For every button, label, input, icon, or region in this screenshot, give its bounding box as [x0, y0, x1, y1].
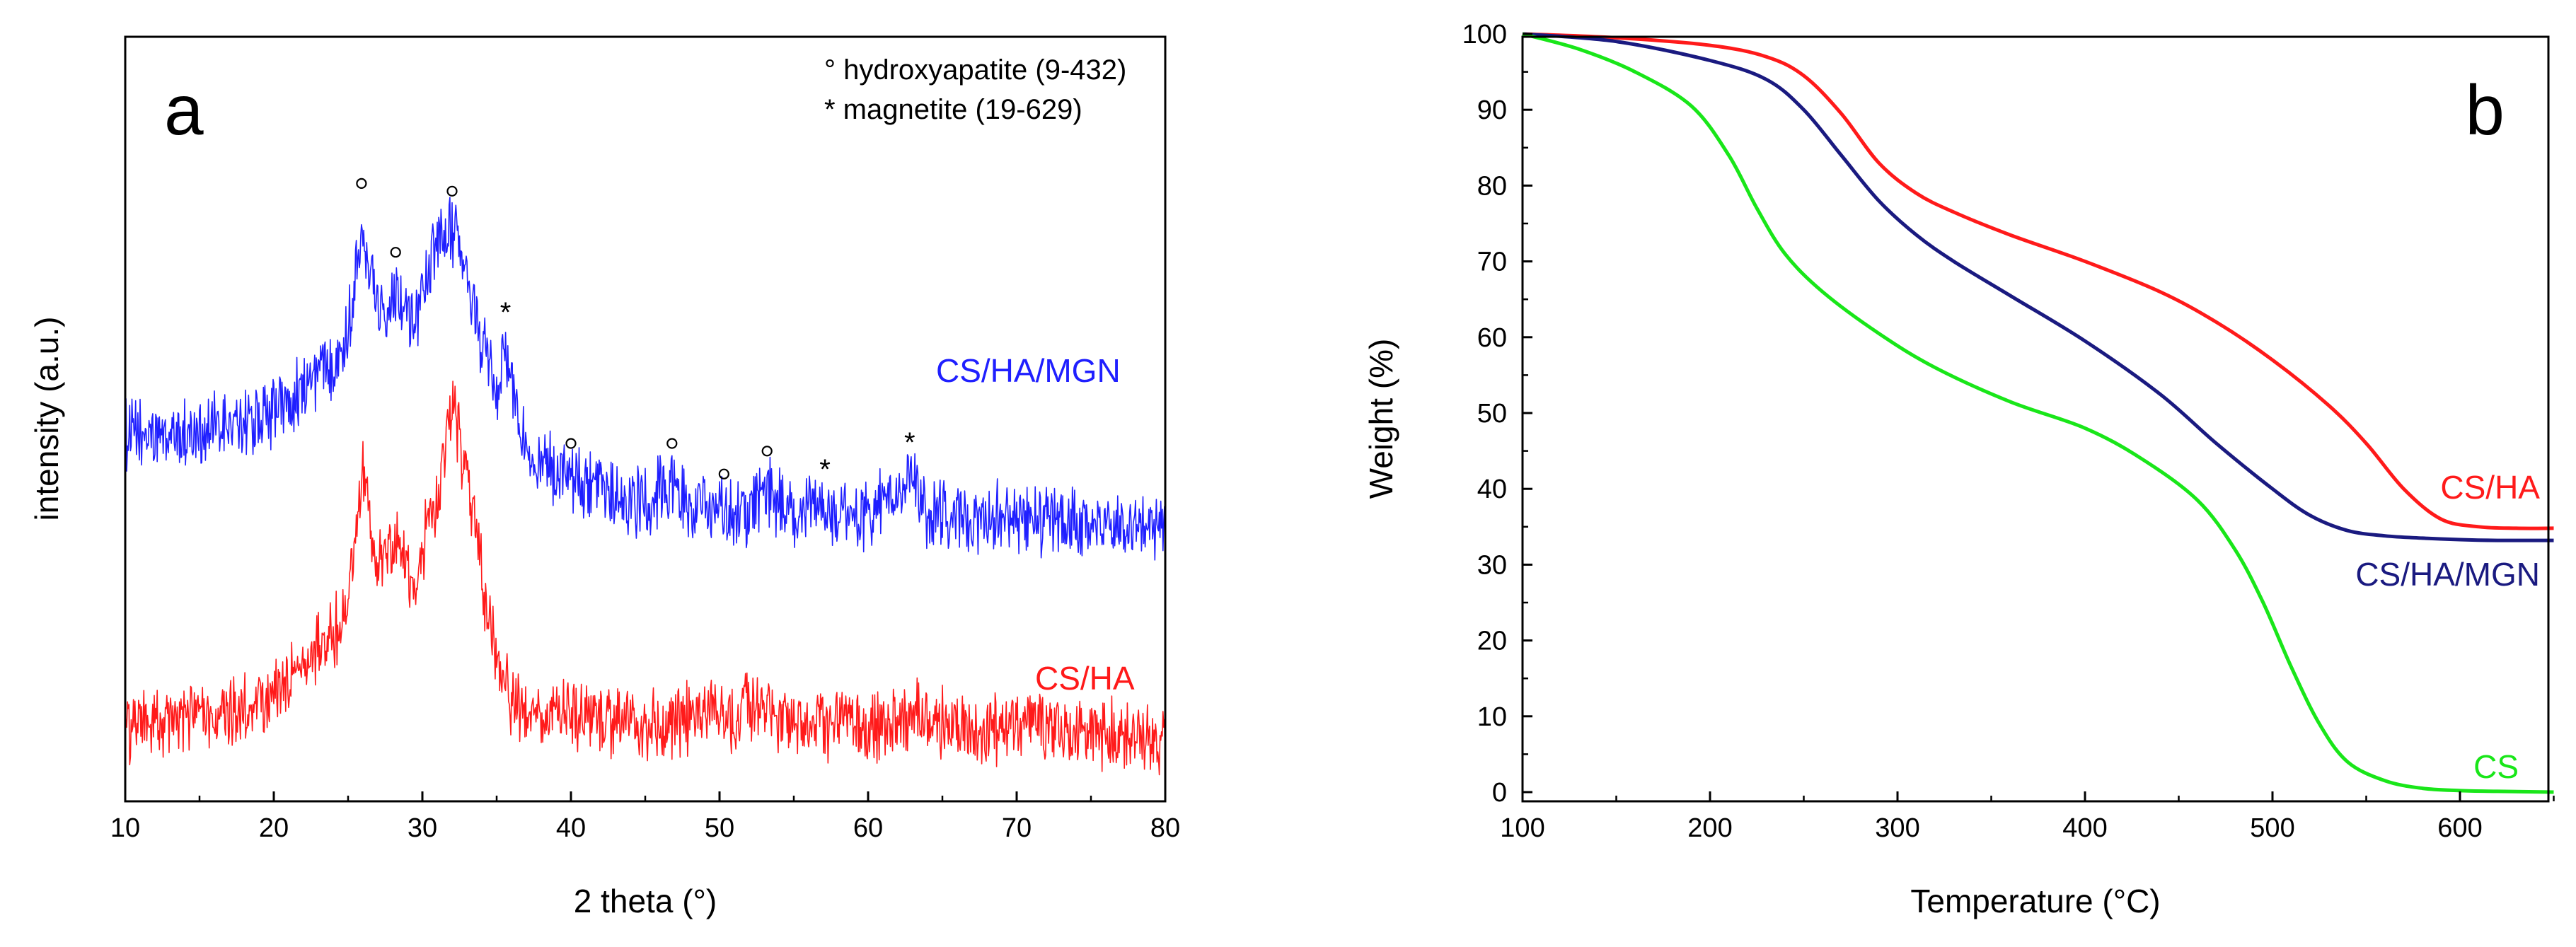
y-tick-label: 60 [1477, 323, 1507, 353]
panel-b-x-axis-label: Temperature (°C) [1910, 883, 2160, 919]
x-tick-label: 40 [556, 813, 586, 843]
x-tick-label: 400 [2062, 813, 2107, 843]
magnetite-peak-marker: * [500, 297, 512, 328]
panel-a-peak-markers: * * * [356, 178, 916, 485]
y-tick-label: 100 [1462, 20, 1507, 50]
x-tick-label: 60 [853, 813, 883, 843]
panel-b-label: b [2465, 71, 2505, 150]
series-label-cs-ha: CS/HA [1035, 660, 1135, 697]
series-line-cs-ha-mgn [1522, 32, 2554, 542]
x-tick-label: 80 [1150, 813, 1180, 843]
hydroxyapatite-peak-marker [446, 185, 458, 197]
hydroxyapatite-peak-marker [565, 438, 577, 449]
hydroxyapatite-peak-marker [666, 438, 678, 449]
x-tick-label: 200 [1687, 813, 1732, 843]
panel-a-label: a [164, 71, 204, 150]
panel-a-xrd: * * * 10 20 30 40 50 60 70 80 a ° hydroxyapatite … [28, 35, 1180, 919]
series-line-cs-ha [125, 380, 1166, 776]
x-tick-label: 20 [259, 813, 289, 843]
y-tick-label: 40 [1477, 475, 1507, 504]
y-tick-label: 80 [1477, 171, 1507, 201]
x-tick-label: 70 [1002, 813, 1032, 843]
hydroxyapatite-peak-marker [761, 446, 773, 457]
x-tick-label: 10 [110, 813, 140, 843]
x-tick-label: 30 [408, 813, 437, 843]
panel-a-series [125, 197, 1166, 776]
series-label-cs-ha-mgn: CS/HA/MGN [936, 352, 1121, 389]
x-tick-label: 500 [2250, 813, 2294, 843]
panel-b-tga: 100 200 300 400 500 600 0 10 20 30 40 50 60 70 80 90 10… [1363, 20, 2555, 919]
x-tick-label: 300 [1875, 813, 1919, 843]
panel-b-y-ticks: 0 10 20 30 40 50 60 70 80 90 100 [1462, 20, 1532, 808]
hydroxyapatite-peak-marker [356, 178, 367, 189]
y-tick-label: 20 [1477, 627, 1507, 656]
panel-b-plot-frame [1521, 35, 2550, 803]
panel-b-series [1522, 32, 2554, 794]
x-tick-label: 50 [705, 813, 734, 843]
hydroxyapatite-peak-marker [390, 247, 401, 258]
legend-note-magnetite: * magnetite (19-629) [824, 94, 1082, 125]
panel-a-x-axis-label: 2 theta (°) [574, 883, 717, 919]
y-tick-label: 0 [1492, 778, 1507, 808]
series-line-cs-ha-mgn [125, 197, 1166, 561]
series-line-cs-ha [1522, 32, 2554, 530]
panel-a-x-ticks: 10 20 30 40 50 60 70 80 [110, 791, 1180, 843]
y-tick-label: 70 [1477, 248, 1507, 277]
y-tick-label: 90 [1477, 95, 1507, 125]
legend-note-hydroxyapatite: ° hydroxyapatite (9-432) [824, 54, 1126, 86]
series-label-cs-ha-tga: CS/HA [2440, 469, 2540, 506]
hydroxyapatite-peak-marker [718, 468, 729, 480]
y-tick-label: 10 [1477, 702, 1507, 732]
y-tick-label: 30 [1477, 550, 1507, 580]
series-label-cs-tga: CS [2473, 748, 2519, 785]
panel-b-x-ticks: 100 200 300 400 500 600 [1500, 791, 2555, 843]
magnetite-peak-marker: * [904, 427, 916, 458]
x-tick-label: 100 [1500, 813, 1544, 843]
magnetite-peak-marker: * [819, 454, 831, 485]
panel-b-y-axis-label: Weight (%) [1363, 339, 1399, 499]
panel-a-y-axis-label: intensity (a.u.) [28, 317, 65, 521]
series-label-cs-ha-mgn-tga: CS/HA/MGN [2355, 556, 2540, 593]
series-line-cs [1522, 32, 2554, 794]
y-tick-label: 50 [1477, 399, 1507, 429]
x-tick-label: 600 [2437, 813, 2482, 843]
